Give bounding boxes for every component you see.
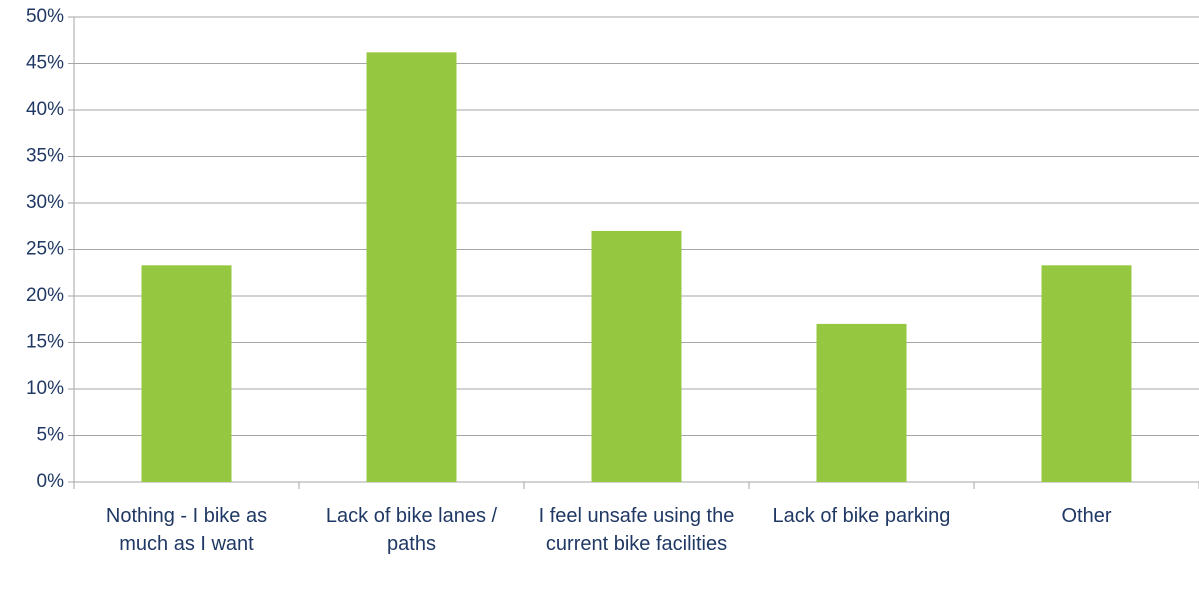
x-tick-label: Lack of bike lanes / paths [325, 505, 498, 555]
x-tick-label: Nothing - I bike as much as I want [105, 505, 268, 555]
bar [141, 265, 232, 482]
y-tick-label: 35% [26, 146, 64, 167]
y-tick-label: 30% [26, 192, 64, 213]
y-tick-label: 25% [26, 239, 64, 260]
x-tick-label: I feel unsafe using the current bike fac… [538, 505, 735, 555]
y-tick-label: 10% [26, 378, 64, 399]
y-tick-label: 40% [26, 99, 64, 120]
bar [591, 230, 682, 482]
bar [816, 323, 907, 482]
bar [366, 52, 457, 483]
bar [1041, 265, 1132, 482]
y-tick-label: 45% [26, 53, 64, 74]
x-tick-label: Lack of bike parking [772, 505, 951, 527]
y-tick-label: 5% [37, 425, 65, 446]
x-tick-label: Other [1061, 505, 1112, 527]
y-tick-label: 15% [26, 332, 64, 353]
y-tick-label: 50% [26, 6, 64, 27]
y-tick-label: 20% [26, 285, 64, 306]
y-tick-label: 0% [37, 471, 65, 492]
